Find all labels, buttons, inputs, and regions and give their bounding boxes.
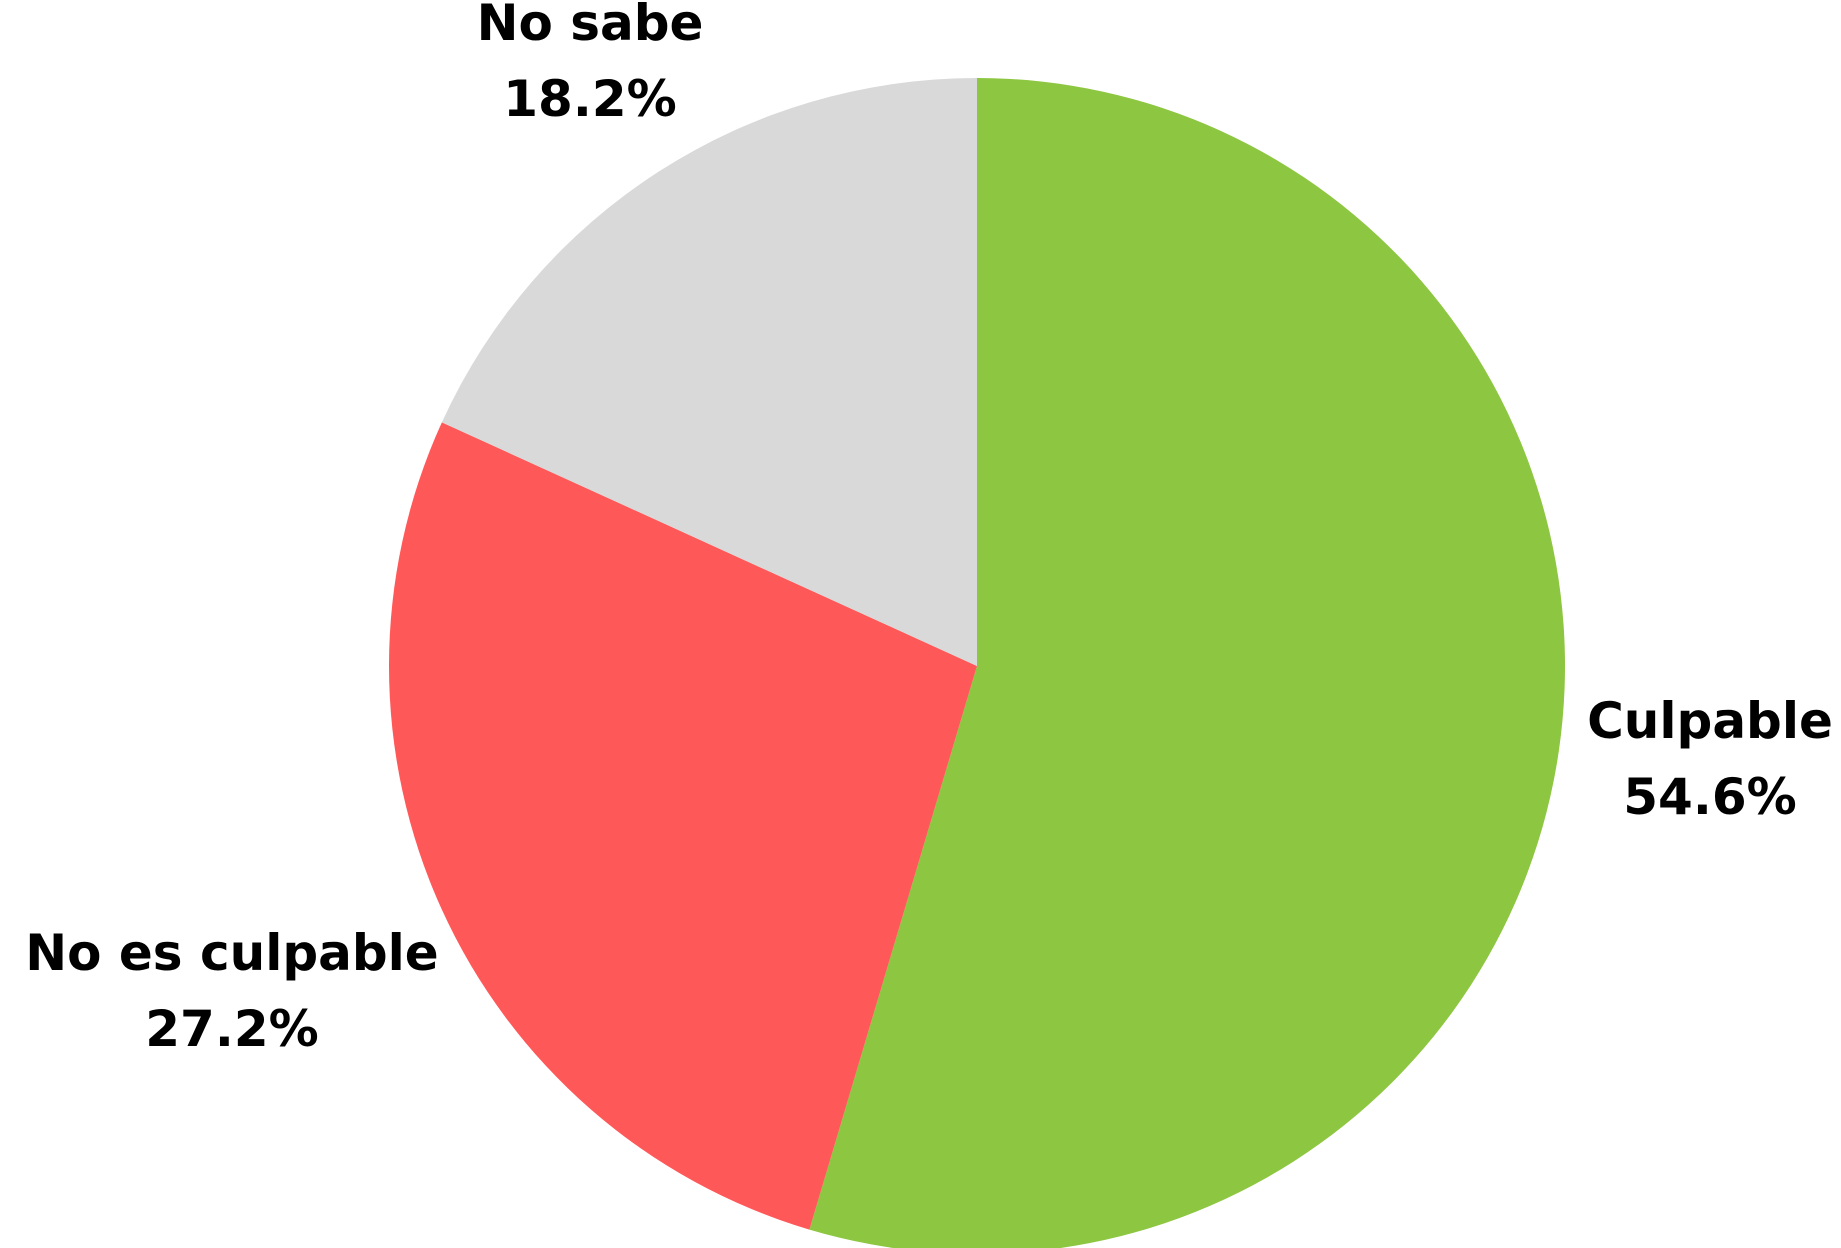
pie-slice-culpable xyxy=(809,78,1565,1248)
pie-slices xyxy=(389,78,1565,1248)
slice-value-no-sabe: 18.2% xyxy=(503,70,676,128)
slice-label-culpable: Culpable xyxy=(1587,692,1833,750)
slice-label-no-sabe: No sabe xyxy=(477,0,704,52)
slice-value-no-es-culpable: 27.2% xyxy=(145,1000,318,1058)
pie-labels: Culpable 54.6% No es culpable 27.2% No sabe 1… xyxy=(25,0,1833,1058)
pie-slice-no-es-culpable xyxy=(389,422,977,1230)
slice-label-no-es-culpable: No es culpable xyxy=(25,924,438,982)
slice-value-culpable: 54.6% xyxy=(1623,768,1796,826)
pie-slice-no-sabe xyxy=(441,78,977,666)
